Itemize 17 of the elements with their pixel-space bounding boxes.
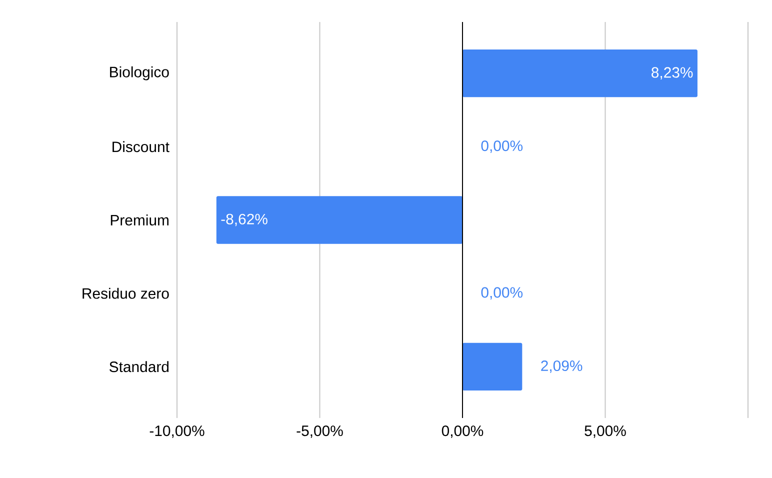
bar [216,196,463,244]
y-tick-label: Discount [112,141,170,152]
bar [462,342,522,390]
data-label: 0,00% [481,140,523,153]
y-tick-label: Biologico [110,66,169,80]
y-tick-label: Residuo zero [82,288,169,299]
x-tick-label: 5,00% [584,426,626,438]
data-label: -8,62% [221,214,268,226]
y-tick-label: Premium [110,214,168,226]
x-tick-label: 0,00% [442,426,484,438]
data-label: 2,09% [541,360,582,373]
x-tick-label: -10,00% [150,426,204,438]
x-tick-label: -5,00% [296,426,343,438]
data-label: 8,23% [652,67,693,80]
y-tick-label: Standard [110,361,169,372]
data-label: 0,00% [481,287,523,300]
bar [462,49,698,98]
